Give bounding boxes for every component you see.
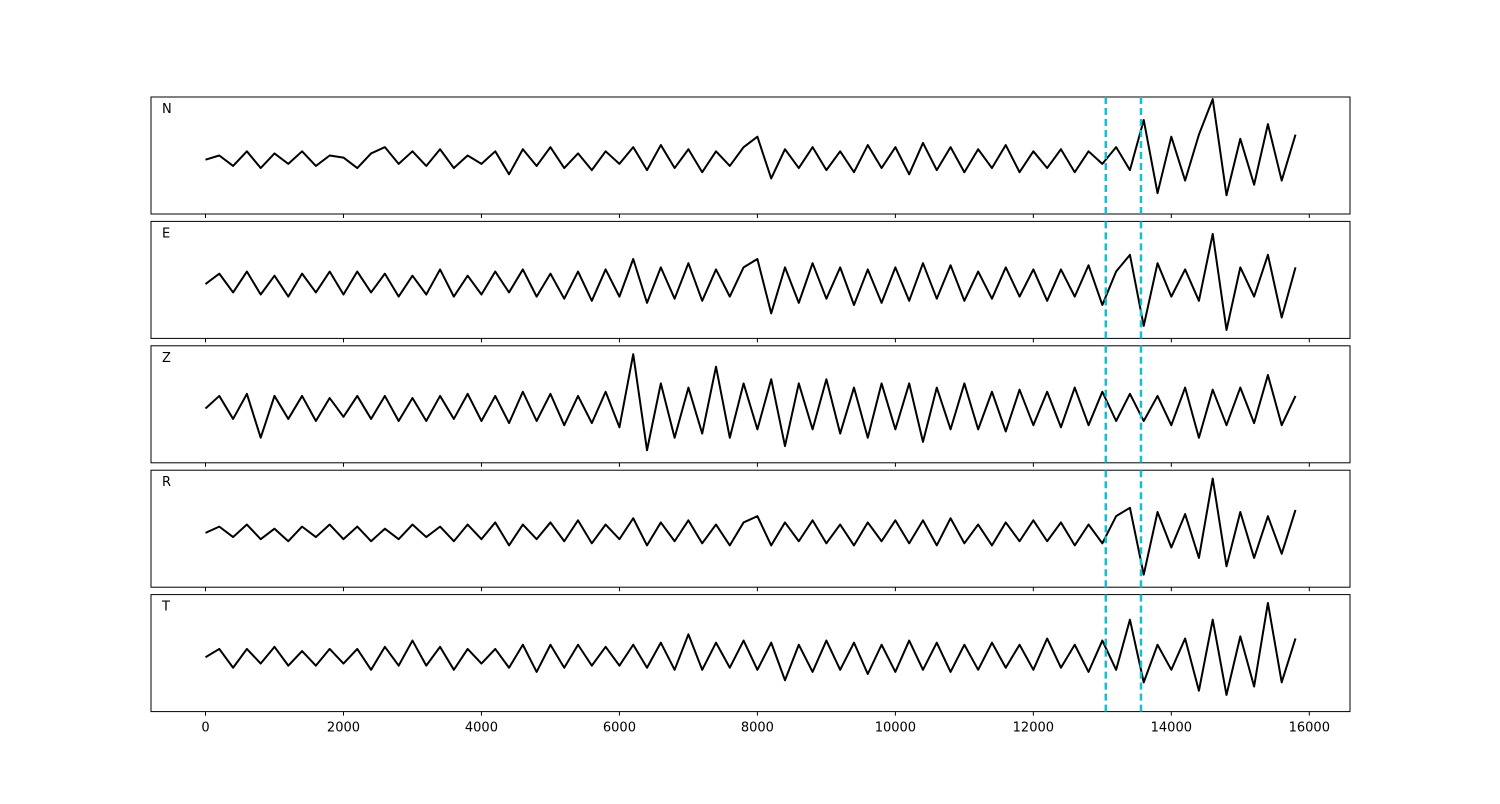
trace-line — [205, 98, 1297, 197]
trace-line — [204, 353, 1297, 452]
panel-label: R — [162, 475, 171, 490]
x-tick-label: 10000 — [875, 721, 916, 736]
panel-label: N — [162, 102, 172, 117]
panel-frame — [150, 96, 1351, 215]
panel-frame — [150, 345, 1351, 464]
x-tick-label: 0 — [201, 721, 209, 736]
x-tick-label: 14000 — [1151, 721, 1192, 736]
trace-line — [204, 601, 1297, 696]
trace-line — [205, 477, 1297, 576]
x-tick-label: 4000 — [465, 721, 498, 736]
panel-label: Z — [162, 351, 171, 366]
x-tick-label: 2000 — [327, 721, 360, 736]
trace-line — [204, 232, 1297, 332]
panel-frame — [150, 469, 1351, 588]
x-tick-label: 12000 — [1013, 721, 1054, 736]
panel-label: T — [161, 600, 170, 615]
panel-frame — [150, 220, 1351, 339]
x-tick-label: 6000 — [603, 721, 636, 736]
panel-frame — [150, 594, 1351, 713]
x-tick-label: 8000 — [741, 721, 774, 736]
panel-label: E — [162, 226, 170, 241]
x-tick-label: 16000 — [1289, 721, 1330, 736]
